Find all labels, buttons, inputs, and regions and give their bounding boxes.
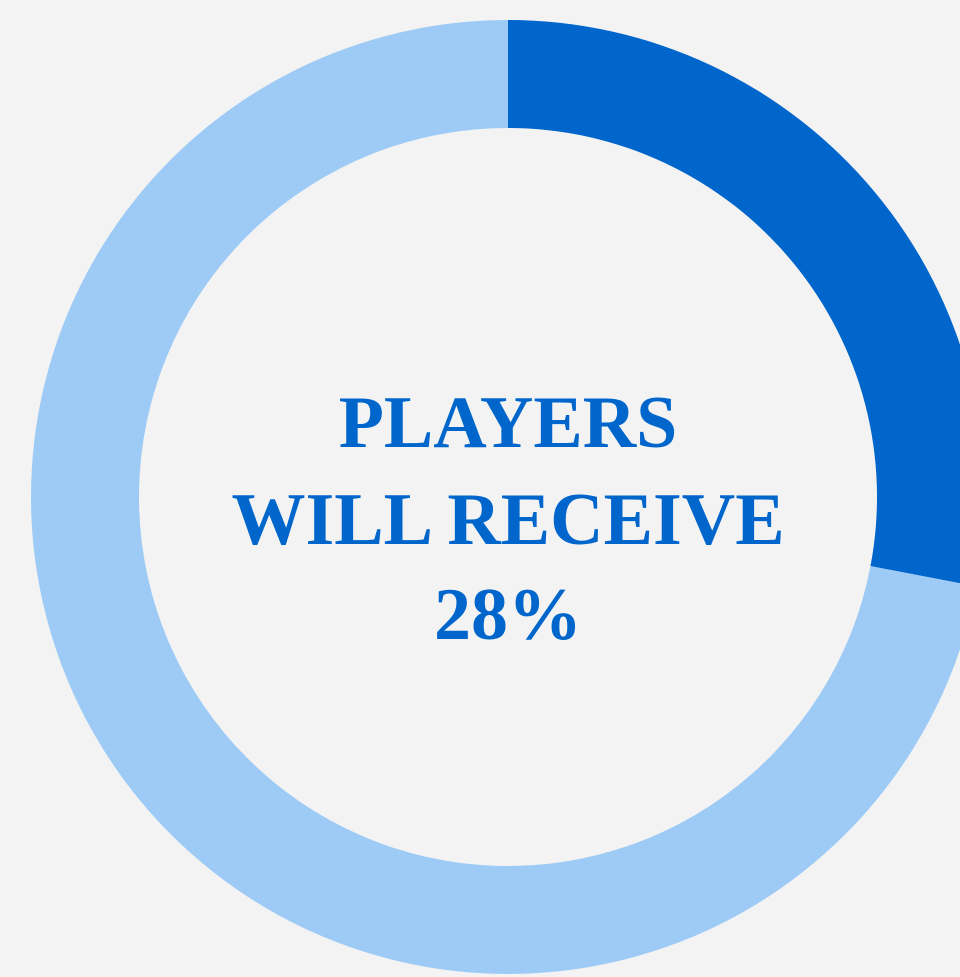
- donut-segment: [508, 20, 960, 584]
- center-text: WILL RECEIVE: [231, 479, 784, 561]
- value-label: 28%: [434, 574, 582, 656]
- donut: [31, 20, 960, 974]
- center-text: PLAYERS: [339, 382, 678, 464]
